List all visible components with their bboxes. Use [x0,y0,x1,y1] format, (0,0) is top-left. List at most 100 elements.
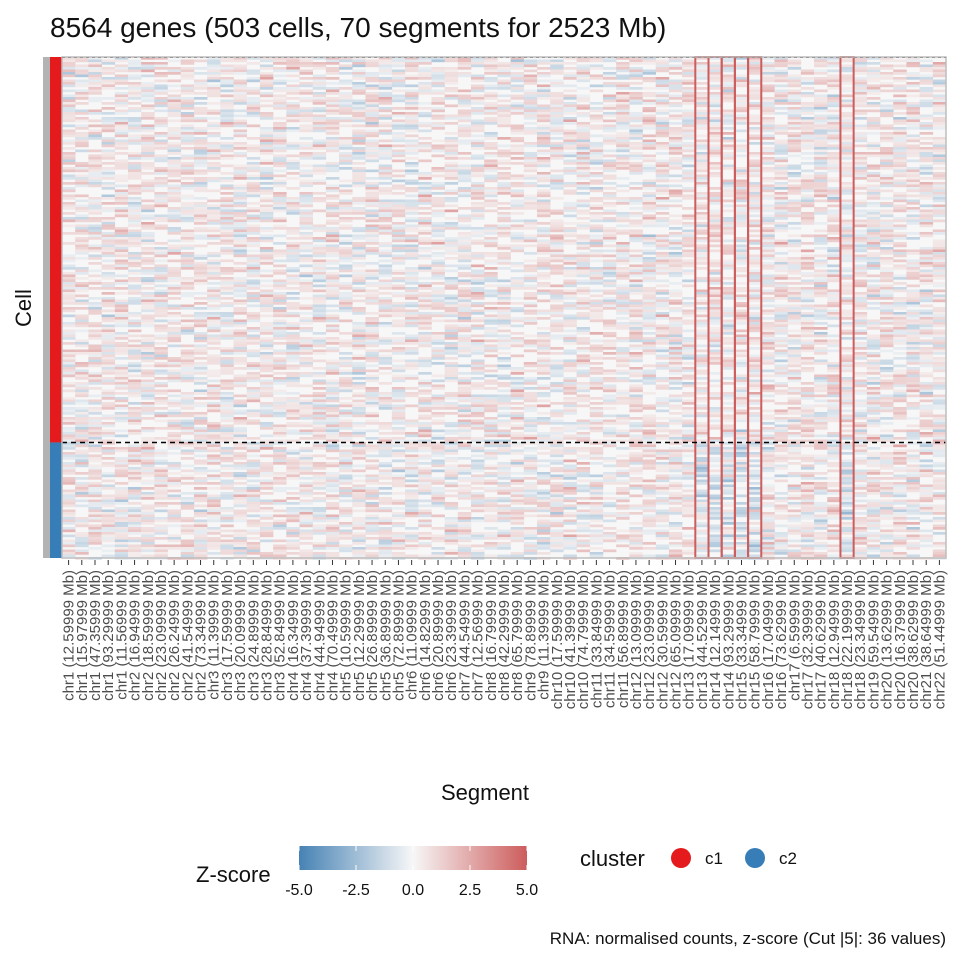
heatmap-cell [365,84,379,88]
heatmap-cell [523,97,538,100]
heatmap-cell [589,317,604,320]
heatmap-cell [207,222,221,225]
heatmap-cell [273,209,287,213]
heatmap-cell [471,167,485,170]
heatmap-cell [391,247,406,250]
heatmap-cell [893,287,907,290]
heatmap-cell [523,112,538,115]
heatmap-cell [774,214,788,218]
heatmap-cell [193,72,208,75]
heatmap-cell [589,304,604,308]
heatmap-cell [919,157,934,160]
heatmap-cell [391,234,406,238]
heatmap-cell [655,299,670,303]
heatmap-cell [563,132,577,135]
heatmap-cell [101,197,116,200]
heatmap-cell [391,174,406,178]
heatmap-cell [642,237,657,240]
heatmap-cell [840,282,854,285]
heatmap-cell [866,167,881,170]
heatmap-cell [167,197,182,200]
heatmap-cell [616,297,630,300]
heatmap-cell [919,259,934,263]
heatmap-cell [220,107,234,110]
heatmap-cell [510,189,525,193]
heatmap-cell [576,279,591,283]
heatmap-cell [246,312,261,315]
heatmap-cell [814,277,828,280]
heatmap-cell [800,217,815,220]
heatmap-cell [418,62,432,65]
heatmap-cell [774,259,788,263]
heatmap-cell [774,304,788,308]
heatmap-cell [748,174,762,178]
heatmap-cell [365,192,379,195]
heatmap-cell [193,209,208,213]
heatmap-cell [787,97,802,100]
heatmap-cell [880,109,894,113]
heatmap-cell [220,199,234,203]
heatmap-cell [655,234,670,238]
heatmap-cell [127,89,142,93]
heatmap-cell [774,242,788,245]
heatmap-cell [378,64,393,68]
heatmap-cell [919,257,934,260]
heatmap-cell [576,204,591,208]
heatmap-cell [800,157,815,160]
heatmap-cell [576,147,591,150]
heatmap-cell [405,69,419,73]
heatmap-cell [62,124,76,128]
heatmap-cell [457,132,472,135]
heatmap-cell [682,154,696,158]
heatmap-cell [906,94,920,98]
heatmap-cell [827,144,841,148]
heatmap-cell [906,124,920,128]
heatmap-cell [312,117,327,120]
heatmap-cell [748,194,762,198]
heatmap-cell [523,239,538,243]
heatmap-cell [207,84,221,88]
heatmap-cell [563,94,577,98]
heatmap-cell [774,139,788,143]
heatmap-cell [668,157,683,160]
heatmap-cell [312,77,327,80]
heatmap-cell [853,297,868,300]
heatmap-cell [418,184,432,188]
heatmap-cell [853,82,868,85]
heatmap-cell [471,129,485,133]
heatmap-cell [853,244,868,248]
heatmap-cell [497,72,511,75]
heatmap-cell [286,199,300,203]
heatmap-cell [589,157,604,160]
heatmap-cell [352,212,366,215]
heatmap-cell [880,64,894,68]
heatmap-cell [866,77,881,80]
heatmap-cell [127,169,142,173]
heatmap-cell [668,132,683,135]
heatmap-cell [378,109,393,113]
heatmap-cell [141,262,155,265]
heatmap-cell [378,102,393,105]
heatmap-cell [180,304,195,308]
heatmap-cell [629,119,643,123]
heatmap-cell [457,129,472,133]
heatmap-cell [510,232,525,235]
heatmap-cell [642,214,657,218]
heatmap-cell [62,64,76,68]
cluster-bar-c1 [50,57,62,443]
heatmap-cell [233,134,248,138]
heatmap-cell [682,189,696,193]
heatmap-cell [510,64,525,68]
heatmap-cell [193,222,208,225]
heatmap-cell [721,297,736,300]
heatmap-cell [576,124,591,128]
heatmap-cell [246,284,261,288]
heatmap-cell [405,142,419,145]
heatmap-cell [576,227,591,230]
heatmap-cell [708,197,722,200]
heatmap-cell [484,204,498,208]
heatmap-cell [75,229,89,233]
heatmap-cell [668,144,683,148]
heatmap-cell [893,104,907,108]
heatmap-cell [286,69,300,73]
